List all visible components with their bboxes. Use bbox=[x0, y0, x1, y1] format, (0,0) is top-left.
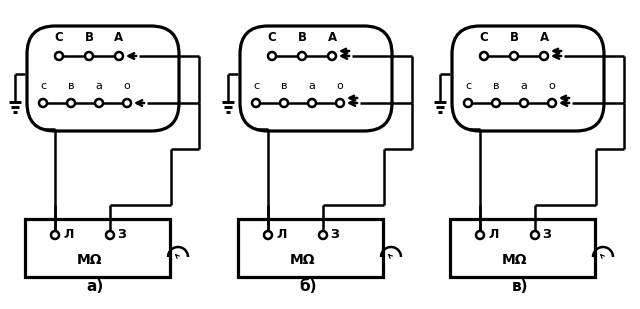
Text: с: с bbox=[253, 81, 259, 91]
FancyBboxPatch shape bbox=[27, 26, 179, 131]
Text: с: с bbox=[40, 81, 46, 91]
Text: о: о bbox=[337, 81, 344, 91]
Text: В: В bbox=[509, 31, 518, 44]
Circle shape bbox=[264, 231, 272, 239]
Circle shape bbox=[328, 52, 336, 60]
Text: в: в bbox=[493, 81, 499, 91]
Circle shape bbox=[67, 99, 75, 107]
Text: о: о bbox=[124, 81, 131, 91]
Circle shape bbox=[492, 99, 500, 107]
Circle shape bbox=[476, 231, 484, 239]
Circle shape bbox=[252, 99, 260, 107]
Text: а: а bbox=[520, 81, 527, 91]
Text: З: З bbox=[330, 228, 339, 242]
Circle shape bbox=[520, 99, 528, 107]
Text: С: С bbox=[479, 31, 488, 44]
Circle shape bbox=[280, 99, 288, 107]
Circle shape bbox=[298, 52, 306, 60]
FancyBboxPatch shape bbox=[240, 26, 392, 131]
Circle shape bbox=[39, 99, 47, 107]
Circle shape bbox=[51, 231, 59, 239]
Bar bbox=[450, 219, 595, 277]
Text: С: С bbox=[268, 31, 276, 44]
Text: С: С bbox=[54, 31, 63, 44]
Circle shape bbox=[531, 231, 539, 239]
Circle shape bbox=[308, 99, 316, 107]
Circle shape bbox=[123, 99, 131, 107]
Text: в: в bbox=[281, 81, 287, 91]
Text: а: а bbox=[308, 81, 316, 91]
Text: о: о bbox=[548, 81, 556, 91]
Text: З: З bbox=[117, 228, 126, 242]
Text: Л: Л bbox=[276, 228, 286, 242]
Circle shape bbox=[115, 52, 123, 60]
Text: Л: Л bbox=[488, 228, 499, 242]
Text: с: с bbox=[465, 81, 471, 91]
Text: З: З bbox=[542, 228, 551, 242]
Text: в: в bbox=[68, 81, 74, 91]
Circle shape bbox=[540, 52, 548, 60]
Circle shape bbox=[55, 52, 63, 60]
Text: а): а) bbox=[86, 279, 104, 294]
Circle shape bbox=[336, 99, 344, 107]
Circle shape bbox=[548, 99, 556, 107]
Text: МΩ: МΩ bbox=[502, 253, 527, 267]
Circle shape bbox=[95, 99, 103, 107]
Text: б): б) bbox=[300, 279, 317, 294]
Text: А: А bbox=[115, 31, 124, 44]
Circle shape bbox=[510, 52, 518, 60]
Circle shape bbox=[268, 52, 276, 60]
Text: А: А bbox=[540, 31, 548, 44]
Text: МΩ: МΩ bbox=[77, 253, 102, 267]
Circle shape bbox=[480, 52, 488, 60]
Text: В: В bbox=[298, 31, 307, 44]
Circle shape bbox=[106, 231, 114, 239]
Text: в): в) bbox=[512, 279, 528, 294]
Text: А: А bbox=[328, 31, 337, 44]
Text: МΩ: МΩ bbox=[290, 253, 316, 267]
FancyBboxPatch shape bbox=[452, 26, 604, 131]
Bar bbox=[238, 219, 383, 277]
Circle shape bbox=[85, 52, 93, 60]
Text: Л: Л bbox=[63, 228, 74, 242]
Circle shape bbox=[464, 99, 472, 107]
Text: В: В bbox=[84, 31, 93, 44]
Circle shape bbox=[319, 231, 327, 239]
Bar bbox=[25, 219, 170, 277]
Text: а: а bbox=[95, 81, 102, 91]
